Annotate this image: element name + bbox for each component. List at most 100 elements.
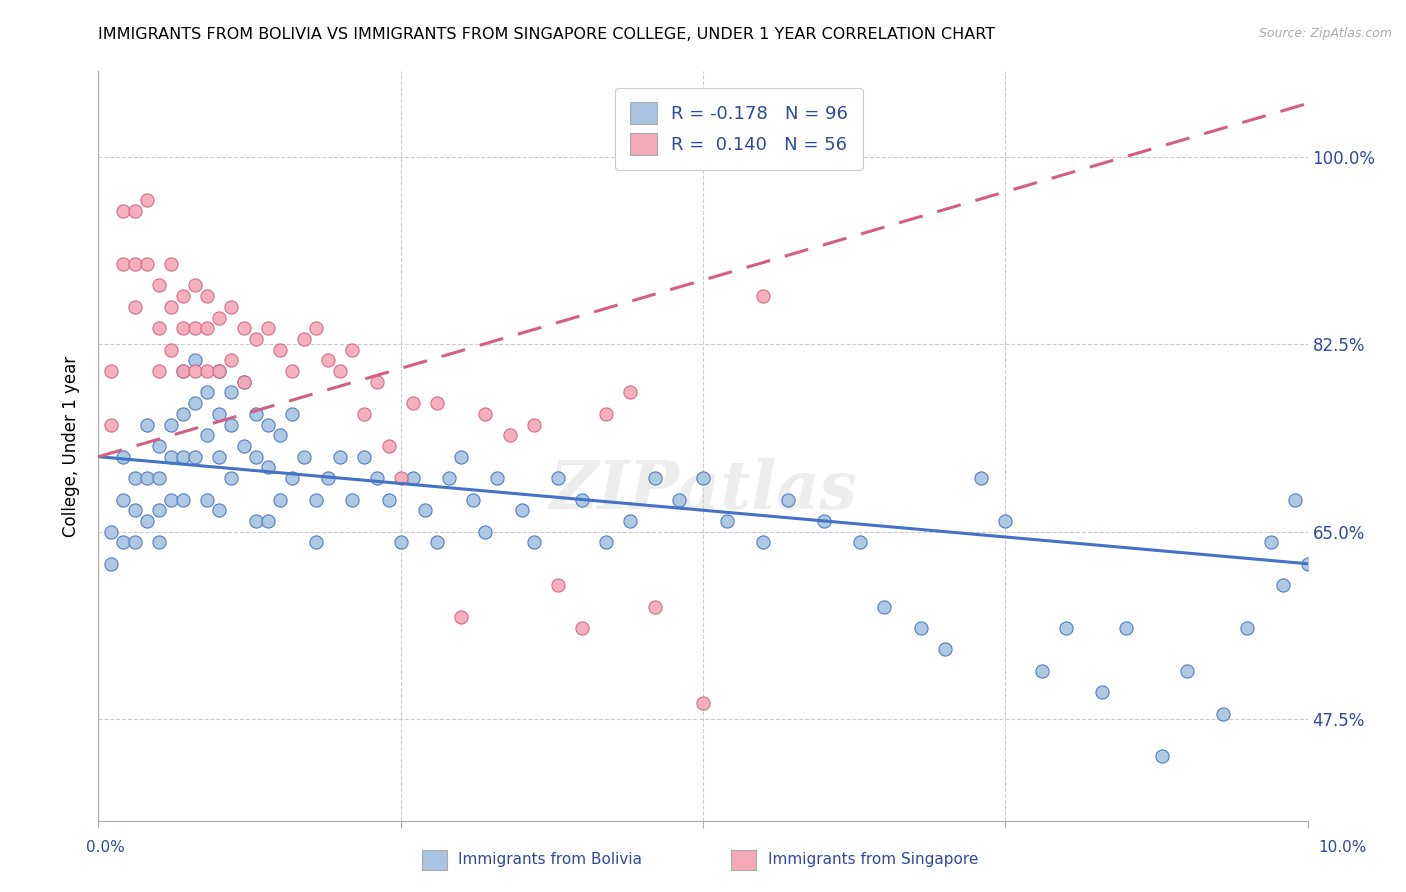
Point <box>970 471 993 485</box>
Point <box>195 289 218 303</box>
Point <box>571 621 593 635</box>
Point <box>256 417 278 432</box>
Point <box>148 503 170 517</box>
Point <box>377 439 399 453</box>
Point <box>221 353 243 368</box>
Point <box>910 621 932 635</box>
Point <box>873 599 896 614</box>
Text: 10.0%: 10.0% <box>1319 840 1367 855</box>
Point <box>184 321 207 335</box>
Point <box>353 450 375 464</box>
Point <box>281 364 304 378</box>
Point <box>366 375 388 389</box>
Point <box>1272 578 1295 592</box>
Point <box>389 535 412 549</box>
Point <box>498 428 520 442</box>
Point <box>135 514 157 528</box>
Point <box>256 460 278 475</box>
Point <box>269 492 291 507</box>
Point <box>692 471 714 485</box>
Point <box>644 471 666 485</box>
Point <box>245 514 267 528</box>
Point <box>184 396 207 410</box>
Point <box>148 471 170 485</box>
Point <box>1212 706 1234 721</box>
Point <box>316 471 339 485</box>
Point <box>486 471 509 485</box>
Point <box>184 353 207 368</box>
Point <box>148 439 170 453</box>
Point <box>994 514 1017 528</box>
Point <box>245 407 267 421</box>
Point <box>160 417 183 432</box>
Point <box>172 364 194 378</box>
Point <box>668 492 690 507</box>
Point <box>474 407 496 421</box>
Text: Source: ZipAtlas.com: Source: ZipAtlas.com <box>1258 27 1392 40</box>
Point <box>124 257 146 271</box>
Point <box>269 428 291 442</box>
Point <box>305 321 328 335</box>
Point <box>1260 535 1282 549</box>
Point <box>160 492 183 507</box>
Point <box>256 321 278 335</box>
Point <box>195 364 218 378</box>
Point <box>208 364 231 378</box>
Point <box>135 417 157 432</box>
Point <box>208 310 231 325</box>
Point <box>342 492 364 507</box>
Point <box>135 471 157 485</box>
Point <box>474 524 496 539</box>
Point <box>281 407 304 421</box>
Point <box>148 535 170 549</box>
Point <box>232 375 254 389</box>
Point <box>100 557 122 571</box>
Text: IMMIGRANTS FROM BOLIVIA VS IMMIGRANTS FROM SINGAPORE COLLEGE, UNDER 1 YEAR CORRE: IMMIGRANTS FROM BOLIVIA VS IMMIGRANTS FR… <box>98 27 995 42</box>
Point <box>437 471 460 485</box>
Y-axis label: College, Under 1 year: College, Under 1 year <box>62 355 80 537</box>
Point <box>1054 621 1077 635</box>
Point <box>402 396 425 410</box>
Text: 0.0%: 0.0% <box>86 840 125 855</box>
Point <box>463 492 485 507</box>
Text: ZIPatlas: ZIPatlas <box>550 458 856 524</box>
Point <box>160 300 183 314</box>
Point <box>752 289 775 303</box>
Point <box>148 364 170 378</box>
Point <box>148 278 170 293</box>
Point <box>813 514 835 528</box>
Point <box>1152 749 1174 764</box>
Point <box>450 610 472 624</box>
Point <box>111 535 134 549</box>
Point <box>148 321 170 335</box>
Point <box>232 321 254 335</box>
Point <box>269 343 291 357</box>
Point <box>172 492 194 507</box>
Point <box>776 492 799 507</box>
Point <box>195 428 218 442</box>
Point <box>184 450 207 464</box>
Point <box>195 321 218 335</box>
Point <box>172 450 194 464</box>
Point <box>389 471 412 485</box>
Point <box>245 332 267 346</box>
Point <box>292 332 315 346</box>
Point <box>160 450 183 464</box>
Point <box>377 492 399 507</box>
Text: Immigrants from Singapore: Immigrants from Singapore <box>768 853 979 867</box>
Point <box>619 385 641 400</box>
Point <box>547 471 569 485</box>
Point <box>305 535 328 549</box>
Point <box>934 642 956 657</box>
Point <box>329 450 352 464</box>
Point <box>232 375 254 389</box>
Point <box>172 364 194 378</box>
Point <box>221 471 243 485</box>
Point <box>413 503 436 517</box>
Point <box>160 257 183 271</box>
Point <box>124 300 146 314</box>
Point <box>1236 621 1258 635</box>
Point <box>111 203 134 218</box>
Point <box>292 450 315 464</box>
Point <box>450 450 472 464</box>
